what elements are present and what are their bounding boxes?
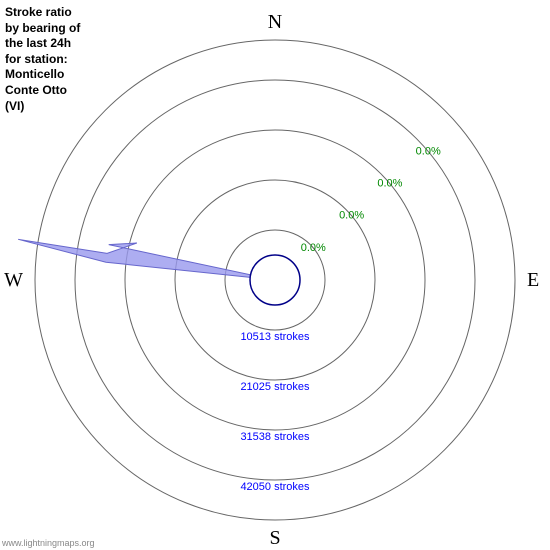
ring-label-percent: 0.0% [339, 210, 364, 222]
polar-chart: 0.0% 0.0% 0.0% 0.0% 10513 strokes 21025 strok… [0, 0, 550, 550]
cardinal-s: S [269, 527, 280, 549]
ring-label-percent: 0.0% [416, 145, 441, 157]
ring-label-strokes: 31538 strokes [240, 431, 310, 443]
ring-label-percent: 0.0% [377, 177, 402, 189]
ring-label-strokes: 21025 strokes [240, 381, 310, 393]
cardinal-w: W [4, 269, 23, 291]
cardinal-n: N [268, 11, 282, 33]
source-footer: www.lightningmaps.org [2, 538, 95, 548]
chart-title: Stroke ratio by bearing of the last 24h … [5, 5, 80, 114]
inner-ring [250, 255, 300, 305]
rose-spike [18, 239, 275, 280]
ring-label-percent: 0.0% [301, 242, 326, 254]
cardinal-e: E [527, 269, 539, 291]
ring-label-strokes: 42050 strokes [240, 481, 310, 493]
ring-label-strokes: 10513 strokes [240, 331, 310, 343]
